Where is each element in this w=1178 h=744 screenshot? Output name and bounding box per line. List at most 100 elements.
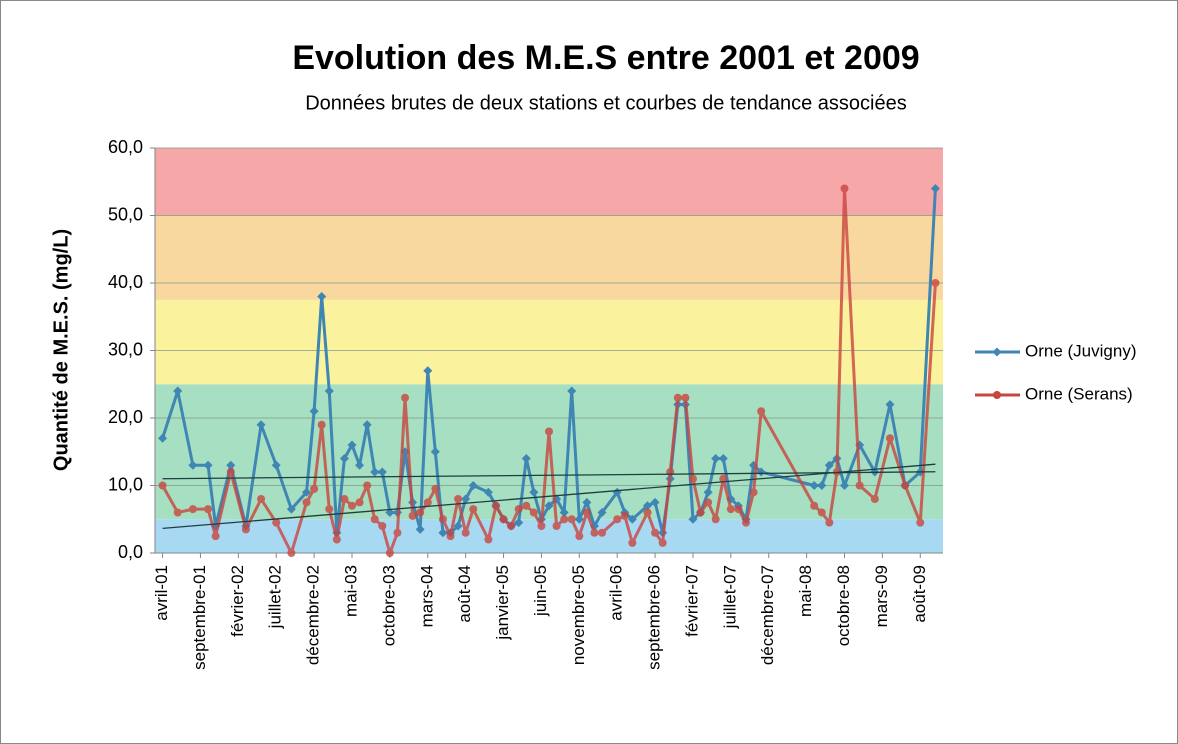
x-tick-label: juin-05 (531, 565, 550, 617)
marker (158, 433, 168, 443)
legend-symbol (992, 347, 1002, 357)
quality-band (155, 519, 943, 553)
marker (567, 515, 576, 524)
marker (287, 549, 296, 557)
marker (545, 427, 553, 436)
marker (453, 521, 463, 531)
marker (719, 474, 728, 483)
marker (704, 498, 713, 507)
marker (824, 460, 834, 470)
marker (522, 501, 531, 510)
marker (507, 522, 516, 530)
marker (339, 454, 349, 463)
quality-band (155, 299, 943, 385)
marker (363, 481, 372, 490)
marker (324, 386, 334, 396)
y-tick-label: 60,0 (108, 137, 143, 157)
series (158, 184, 940, 557)
marker (241, 525, 250, 534)
marker (483, 487, 493, 497)
legend-label: Orne (Juvigny) (1025, 341, 1136, 360)
marker (742, 518, 750, 527)
y-tick-label: 30,0 (108, 339, 143, 359)
x-tick-label: novembre-05 (569, 565, 588, 665)
marker (309, 406, 319, 416)
marker (461, 528, 470, 537)
marker (226, 468, 235, 476)
marker (203, 460, 213, 470)
legend-marker (992, 347, 1002, 357)
marker (643, 508, 652, 517)
x-tick-label: août-04 (455, 565, 474, 623)
marker (370, 515, 379, 524)
chart-subtitle: Données brutes de deux stations et courb… (305, 92, 907, 114)
marker (597, 508, 607, 517)
x-tick-label: février-07 (682, 565, 701, 637)
marker (158, 481, 167, 490)
x-tick-label: juillet-02 (266, 565, 285, 629)
marker (711, 454, 721, 463)
x-tick-label: juillet-07 (720, 565, 739, 629)
marker (696, 508, 705, 517)
marker (673, 393, 682, 402)
marker (377, 467, 387, 477)
marker (870, 495, 879, 503)
x-tick-label: mars-04 (417, 565, 436, 627)
marker (188, 460, 198, 470)
marker (559, 508, 569, 517)
marker (491, 501, 500, 510)
marker (620, 511, 629, 520)
marker (271, 460, 281, 470)
x-tick-label: août-09 (910, 565, 929, 623)
marker (257, 495, 266, 503)
marker (825, 518, 834, 527)
marker (204, 505, 213, 514)
marker (499, 515, 508, 524)
marker (930, 184, 940, 193)
quality-band (155, 384, 943, 520)
marker (628, 538, 637, 547)
marker (552, 522, 561, 530)
marker (521, 454, 531, 463)
marker (756, 467, 766, 477)
marker (461, 494, 471, 504)
marker (567, 386, 577, 396)
marker (401, 393, 410, 402)
marker (362, 420, 372, 430)
marker (658, 538, 667, 547)
marker (423, 366, 433, 376)
marker (332, 535, 341, 544)
marker (582, 497, 592, 507)
marker (469, 505, 478, 514)
x-tick-label: avril-01 (152, 565, 171, 621)
marker (173, 386, 183, 396)
marker (423, 498, 432, 507)
y-tick-label: 0,0 (118, 542, 143, 562)
x-tick-label: décembre-07 (758, 565, 777, 665)
x-tick-label: mai-08 (796, 565, 815, 617)
marker (446, 532, 455, 541)
legend-symbol (993, 391, 1001, 399)
marker (582, 508, 591, 517)
marker (385, 549, 394, 557)
x-tick-label: septembre-06 (645, 565, 664, 670)
marker (286, 504, 296, 514)
marker (347, 440, 357, 450)
marker (613, 515, 622, 524)
y-axis-label: Quantité de M.E.S. (mg/L) (50, 229, 72, 471)
x-tick-label: décembre-02 (304, 565, 323, 665)
marker (885, 400, 895, 409)
marker (931, 279, 940, 287)
marker (438, 528, 448, 538)
marker (529, 508, 538, 517)
marker (211, 532, 220, 541)
x-tick-label: octobre-03 (379, 565, 398, 646)
x-tick-label: avril-06 (607, 565, 626, 621)
marker (651, 528, 660, 537)
marker (438, 515, 447, 524)
marker (378, 522, 387, 530)
marker (916, 518, 925, 527)
marker (855, 481, 864, 490)
marker (574, 514, 584, 524)
marker (590, 528, 599, 537)
